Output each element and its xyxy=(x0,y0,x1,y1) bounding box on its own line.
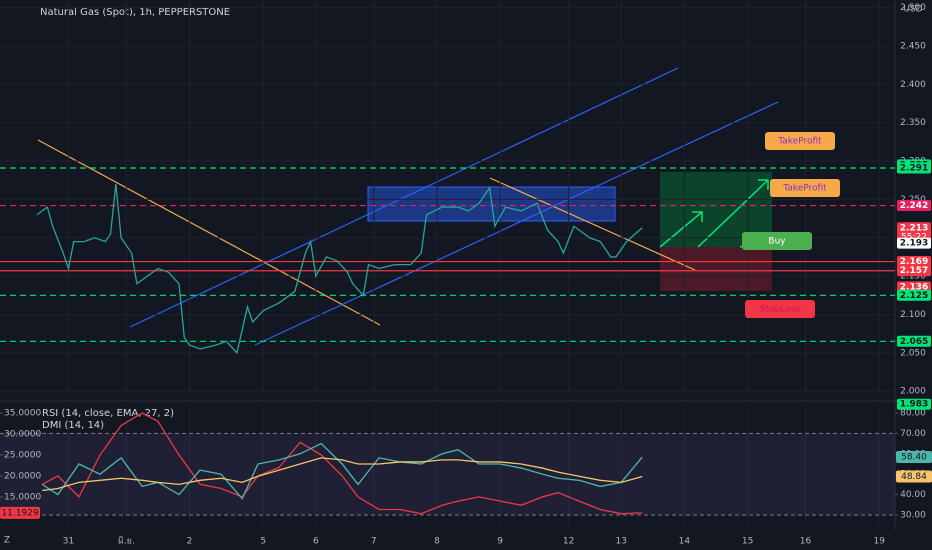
x-tick-label: 31 xyxy=(63,537,74,547)
rsi-band xyxy=(0,433,895,515)
annotation-box xyxy=(765,132,835,150)
price-badge xyxy=(897,200,931,212)
x-tick-label: 7 xyxy=(371,537,377,547)
y2-tick-label: 70.00 xyxy=(900,429,926,439)
y-tick-label: 2.100 xyxy=(900,310,926,320)
price-badge-label: 2.291 xyxy=(900,163,928,173)
price-badge-label: 2.136 xyxy=(900,282,928,292)
price-badge xyxy=(897,256,931,268)
price-badge xyxy=(897,222,931,243)
x-tick-label: 16 xyxy=(800,537,812,547)
x-tick-label: 13 xyxy=(616,537,627,547)
annotation-label: Buy xyxy=(768,237,786,247)
logo: Z xyxy=(4,536,10,546)
y-tick-label: 2.000 xyxy=(900,387,926,397)
arrow xyxy=(659,211,703,248)
data-line xyxy=(41,412,643,515)
y-tick-label: 2.500 xyxy=(900,3,926,13)
x-tick-label: 6 xyxy=(313,537,319,547)
annotation-label: StopLoss xyxy=(760,305,801,315)
y-tick-label: 2.150 xyxy=(900,272,926,282)
data-line xyxy=(42,457,643,492)
currency: USD xyxy=(903,5,922,15)
last-value-badge xyxy=(896,451,932,464)
last-value-badge xyxy=(0,506,40,519)
price-badge xyxy=(897,237,931,249)
price-badge-label: 2.065 xyxy=(900,337,928,347)
y2-tick-label: 80.00 xyxy=(900,408,926,418)
price-badge-label: 2.242 xyxy=(900,201,928,211)
trend-line xyxy=(489,177,696,271)
channel-line xyxy=(129,67,679,328)
price-badge xyxy=(897,289,931,301)
x-tick-label: 9 xyxy=(497,537,503,547)
y2-tick-label: 30.00 xyxy=(900,511,926,521)
annotation-label: TakeProfit xyxy=(777,137,822,147)
countdown: 55:22 xyxy=(901,232,927,242)
y-tick-label: 35.0000 xyxy=(4,408,41,418)
x-tick-label: 12 xyxy=(563,537,574,547)
y2-tick-label: 40.00 xyxy=(900,490,926,500)
annotation-box xyxy=(745,300,815,318)
annotation-label: TakeProfit xyxy=(782,184,827,194)
price-badge-label: 2.169 xyxy=(900,257,928,267)
price-badge-label: 2.125 xyxy=(900,291,928,301)
loss-zone xyxy=(660,247,772,291)
price-badge-label: 2.193 xyxy=(900,239,928,249)
price-badge-label: 2.157 xyxy=(900,266,928,276)
pane-title: RSI (14, close, EMA, 27, 2) xyxy=(42,408,174,419)
y-tick-label: 2.350 xyxy=(900,118,926,128)
chart-title: Natural Gas (Spot), 1h, PEPPERSTONE xyxy=(40,7,230,18)
x-tick-label: 2 xyxy=(187,537,193,547)
y-tick-label: 25.0000 xyxy=(4,450,41,460)
price-badge-label: 2.213 xyxy=(900,223,928,233)
y-tick-label: 2.250 xyxy=(900,195,926,205)
price-badge xyxy=(897,335,931,347)
annotation-box xyxy=(770,179,840,197)
last-value-label: 11.1929 xyxy=(1,508,38,518)
y-tick-label: 2.400 xyxy=(900,80,926,90)
price-badge xyxy=(897,162,931,174)
x-tick-label: 14 xyxy=(679,537,691,547)
price-badge xyxy=(897,398,931,410)
trend-line xyxy=(37,139,381,326)
data-line xyxy=(41,442,643,500)
y-tick-label: 15.0000 xyxy=(4,492,41,502)
y-tick-label: 20.0000 xyxy=(4,471,41,481)
y-tick-label: 2.050 xyxy=(900,348,926,358)
price-badge xyxy=(897,265,931,277)
last-value-badge xyxy=(896,470,932,483)
annotation-box xyxy=(742,232,812,250)
x-tick-label: มิ.ย. xyxy=(118,536,135,547)
data-line xyxy=(36,184,643,355)
arrow xyxy=(697,179,769,248)
x-tick-label: 5 xyxy=(260,537,266,547)
x-tick-label: 15 xyxy=(742,537,753,547)
price-badge xyxy=(897,281,931,293)
y-tick-label: 2.450 xyxy=(900,42,926,52)
channel-line xyxy=(254,101,779,346)
last-value-label: 48.84 xyxy=(901,472,927,482)
last-value-label: 58.40 xyxy=(901,453,927,463)
x-tick-label: 19 xyxy=(873,537,885,547)
price-badge-label: 1.983 xyxy=(900,400,928,410)
x-tick-label: 8 xyxy=(434,537,440,547)
pane-title: DMI (14, 14) xyxy=(42,420,104,431)
y-tick-label: 30.0000 xyxy=(4,429,41,439)
